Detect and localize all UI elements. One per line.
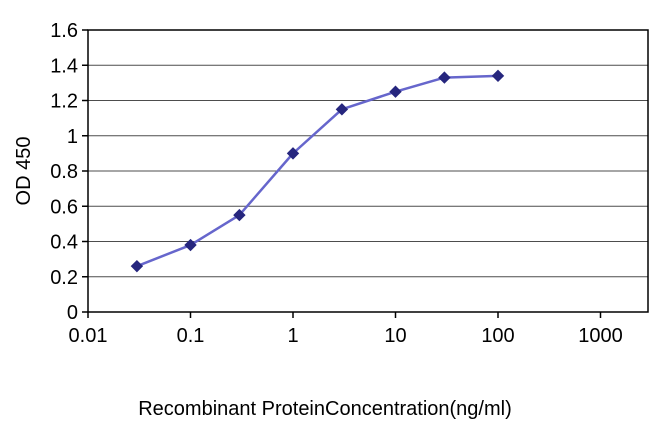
data-point [491,69,505,83]
tick-labels: 0 0.2 0.4 0.6 0.8 1 1.2 1.4 1.6 0.01 0.1 1 10 100 1000 [50,20,623,347]
y-tick-label: 1.2 [50,91,78,113]
axes [82,29,649,318]
x-tick-label: 10 [384,325,406,347]
data-point [438,71,451,84]
gridlines [88,64,648,278]
data-point [286,147,300,160]
data-point [389,85,402,98]
data-point [184,238,197,252]
x-tick-label: 0.01 [69,325,108,347]
x-tick-label: 1000 [578,325,623,347]
x-tick-label: 0.1 [177,325,205,347]
y-axis-label: OD 450 [13,137,35,206]
y-tick-label: 0.6 [50,196,78,218]
data-point [130,259,144,273]
y-tick-label: 1.4 [50,55,78,77]
y-tick-label: 0.2 [50,267,78,289]
data-point [233,208,246,222]
y-tick-label: 1 [67,126,78,148]
x-axis-label: Recombinant ProteinConcentration(ng/ml) [138,398,512,420]
data-point [335,103,349,116]
x-tick-label: 1 [287,325,298,347]
series-line [136,74,499,268]
y-tick-label: 0.4 [50,232,78,254]
y-tick-label: 0.8 [50,161,78,183]
y-tick-label: 0 [67,302,78,324]
y-tick-label: 1.6 [50,20,78,42]
data-series [130,69,505,273]
x-tick-label: 100 [481,325,514,347]
